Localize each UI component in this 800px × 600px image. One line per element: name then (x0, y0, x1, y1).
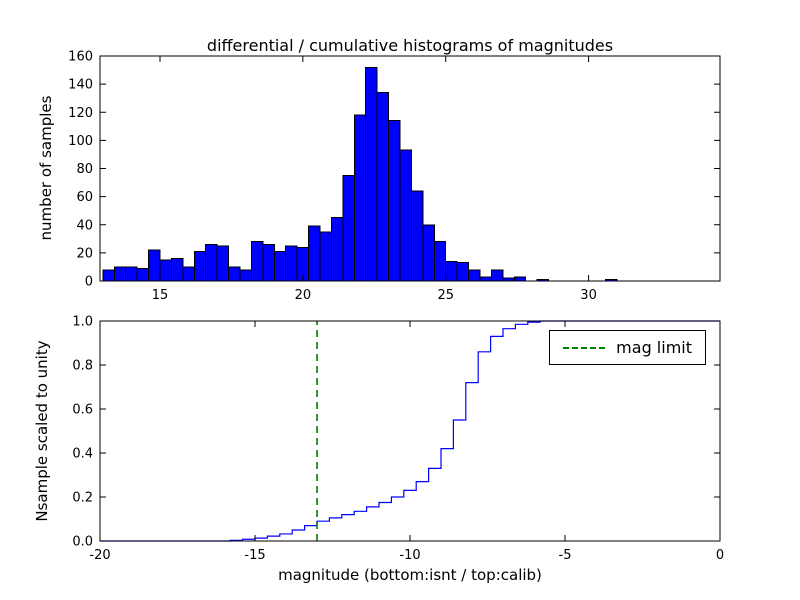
chart-title: differential / cumulative histograms of … (206, 36, 614, 55)
y-tick-label: 100 (68, 134, 93, 149)
histogram-bar (319, 231, 332, 282)
bottom-y-axis-label: Nsample scaled to unity (33, 340, 51, 522)
histogram-bar (216, 245, 230, 282)
histogram-bar (330, 217, 344, 282)
histogram-bar (376, 92, 390, 282)
histogram-bars (102, 66, 618, 282)
histogram-bar (410, 190, 424, 282)
histogram-bar (285, 245, 298, 282)
legend: mag limit (549, 330, 706, 365)
y-tick-label: 1.0 (72, 315, 93, 330)
y-tick-label: 0.4 (72, 447, 93, 462)
histogram-bar (308, 225, 321, 282)
x-tick-label: -10 (399, 548, 420, 563)
histogram-bar (399, 149, 412, 282)
histogram-bar (170, 258, 184, 282)
x-tick-label: -5 (559, 548, 572, 563)
x-tick-label: 15 (152, 288, 169, 303)
histogram-bar (433, 241, 447, 282)
x-axis-label: magnitude (bottom:isnt / top:calib) (278, 566, 542, 584)
histogram-bar (148, 249, 161, 282)
histogram-bar (342, 175, 355, 282)
histogram-bar (456, 262, 470, 282)
axes-frame (99, 55, 721, 282)
mag-limit-line-sample (563, 346, 606, 349)
axes-frame (99, 320, 721, 542)
histogram-bar (193, 250, 207, 282)
y-tick-label: 40 (76, 218, 93, 233)
histogram-bar (273, 250, 287, 282)
y-tick-label: 60 (76, 190, 93, 205)
y-tick-label: 0.2 (72, 491, 93, 506)
bottom-axes: -20 -15 -10 -5 0 0.0 0.2 0.4 0.6 0.8 1.0 (72, 315, 724, 564)
histogram-bar (490, 269, 504, 282)
histogram-bar (113, 266, 127, 282)
histogram-bar (388, 120, 401, 282)
histogram-bar (365, 66, 378, 282)
y-tick-label: 160 (68, 50, 93, 65)
y-tick-label: 120 (68, 106, 93, 121)
histogram-bar (239, 269, 252, 282)
histogram-bar (182, 266, 195, 282)
histogram-bar (250, 241, 264, 282)
histogram-bar (468, 269, 481, 282)
top-y-axis-label: number of samples (37, 95, 55, 241)
top-axes: 15 20 25 30 0 20 40 60 80 100 120 140 160 (68, 50, 721, 303)
cumulative-plot (100, 320, 720, 542)
y-tick-label: 0.0 (72, 535, 93, 550)
y-tick-label: 20 (76, 246, 93, 261)
y-tick-label: 140 (68, 78, 93, 93)
histogram-bar (159, 259, 172, 282)
histogram-bar (422, 224, 435, 282)
histogram-bar (513, 276, 527, 282)
y-tick-label: 0.8 (72, 359, 93, 374)
histogram-bar (262, 243, 275, 282)
histogram-bar (205, 243, 218, 282)
x-tick-label: 20 (295, 288, 312, 303)
y-tick-label: 80 (76, 162, 93, 177)
histogram-bar (228, 266, 241, 282)
histogram-bar (125, 266, 138, 282)
x-tick-label: 0 (716, 548, 724, 563)
histogram-bar (102, 269, 115, 282)
histogram-bar (136, 267, 150, 282)
x-tick-label: 25 (437, 288, 454, 303)
y-tick-label: 0.6 (72, 403, 93, 418)
x-tick-label: -15 (244, 548, 265, 563)
y-tick-label: 0 (85, 275, 93, 290)
histogram-bar (353, 114, 367, 282)
legend-label: mag limit (616, 338, 692, 357)
x-tick-label: 30 (580, 288, 597, 303)
cumulative-step-line (100, 320, 720, 542)
x-tick-label: -20 (89, 548, 110, 563)
histogram-bar (479, 276, 492, 282)
histogram-bar (445, 260, 458, 282)
